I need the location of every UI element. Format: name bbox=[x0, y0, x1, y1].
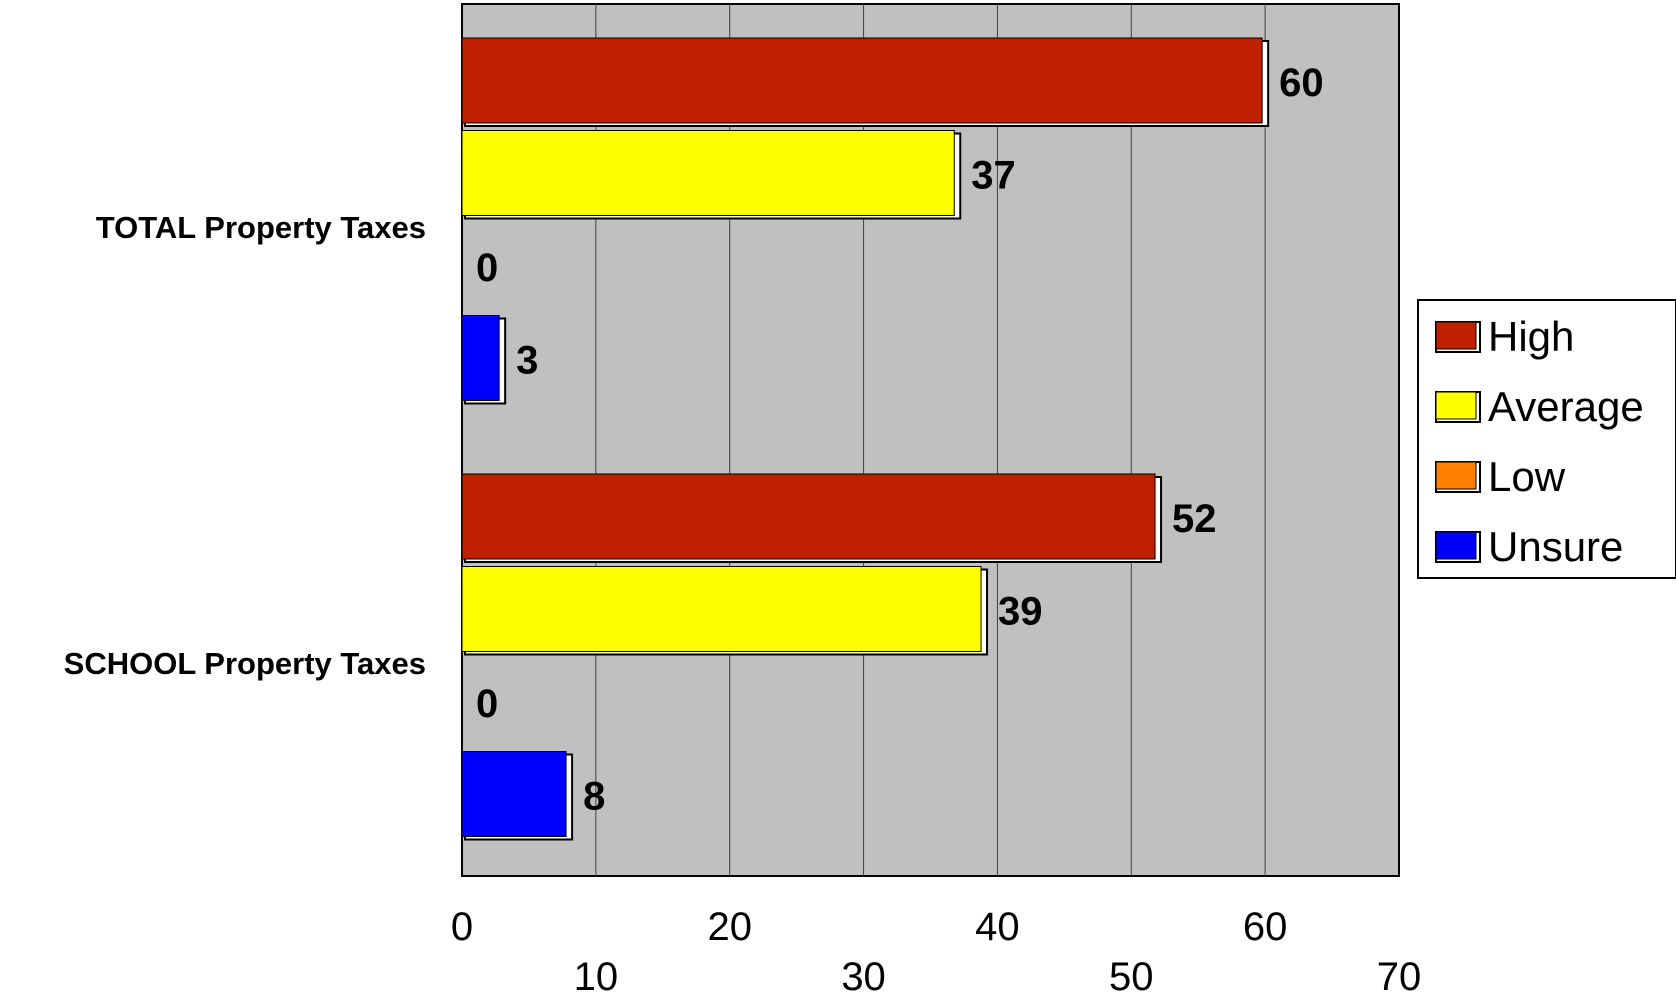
bar-high bbox=[461, 37, 1263, 124]
data-label: 0 bbox=[476, 246, 498, 290]
tick-label: 10 bbox=[574, 955, 619, 994]
tick-label: 20 bbox=[707, 905, 752, 949]
legend-swatch-unsure bbox=[1435, 531, 1477, 560]
tick-label: 40 bbox=[975, 905, 1020, 949]
bar-unsure bbox=[461, 751, 567, 837]
data-label: 39 bbox=[998, 590, 1043, 634]
tick-label: 50 bbox=[1109, 955, 1154, 994]
x-axis-tick-labels: 0 10 20 30 40 50 60 70 bbox=[451, 905, 1421, 994]
data-label: 37 bbox=[971, 154, 1016, 198]
legend-label: Unsure bbox=[1488, 523, 1623, 570]
data-label: 8 bbox=[583, 775, 605, 819]
data-label: 0 bbox=[476, 682, 498, 726]
legend-swatch-low bbox=[1435, 461, 1477, 490]
data-label: 60 bbox=[1279, 61, 1324, 105]
data-label: 3 bbox=[516, 339, 538, 383]
tick-label: 0 bbox=[451, 905, 473, 949]
legend: High Average Low Unsure bbox=[1417, 299, 1676, 579]
bars bbox=[461, 37, 1270, 841]
legend-label: Average bbox=[1488, 383, 1644, 430]
category-label: TOTAL Property Taxes bbox=[96, 210, 426, 245]
tick-label: 60 bbox=[1243, 905, 1288, 949]
legend-swatch-high bbox=[1435, 321, 1477, 350]
bar-high bbox=[461, 473, 1156, 560]
legend-swatch-average bbox=[1435, 391, 1477, 420]
data-labels: 60 37 0 3 52 39 0 8 bbox=[476, 61, 1324, 819]
bar-unsure bbox=[461, 315, 500, 401]
bar-average bbox=[461, 130, 955, 216]
tick-label: 70 bbox=[1377, 955, 1422, 994]
data-label: 52 bbox=[1172, 497, 1217, 541]
legend-label: Low bbox=[1488, 453, 1566, 500]
tick-label: 30 bbox=[841, 955, 886, 994]
category-label: SCHOOL Property Taxes bbox=[64, 646, 426, 681]
bar-average bbox=[461, 566, 982, 652]
legend-label: High bbox=[1488, 313, 1574, 360]
category-labels: TOTAL Property Taxes SCHOOL Property Taxe… bbox=[64, 210, 426, 681]
